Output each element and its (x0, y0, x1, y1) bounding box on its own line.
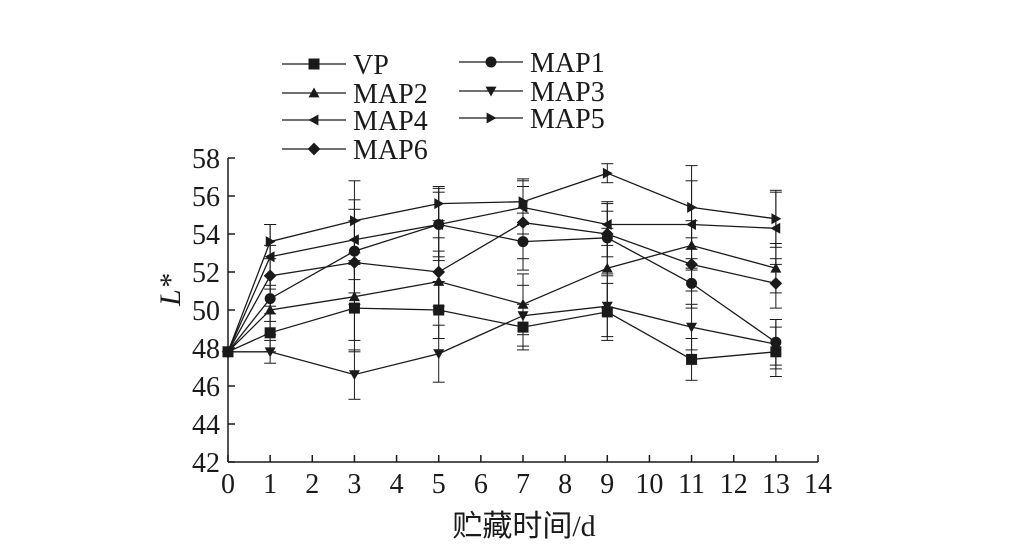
data-point-map1 (686, 277, 698, 289)
data-point-vp (517, 321, 529, 333)
data-point-map2 (686, 239, 698, 250)
series-line-map2 (227, 244, 777, 353)
legend-marker-map6 (307, 142, 321, 156)
series-line-map3 (228, 305, 776, 376)
legend-marker-map2 (308, 87, 320, 98)
data-point-vp (264, 327, 276, 339)
series-lines (227, 172, 777, 376)
legend-marker-vp (308, 58, 320, 70)
data-point-map4 (770, 222, 781, 234)
data-point-map5 (265, 236, 276, 248)
x-tick-label: 2 (305, 469, 319, 500)
y-tick-label: 46 (192, 372, 220, 403)
data-point-map3 (770, 339, 782, 350)
x-tick-label: 7 (516, 469, 530, 500)
y-tick-label: 50 (192, 296, 220, 327)
x-tick-label: 4 (390, 469, 404, 500)
data-point-vp (770, 346, 782, 358)
data-point-map5 (434, 198, 445, 210)
data-point-map6 (263, 269, 277, 283)
y-axis-label: L* (154, 274, 187, 307)
data-point-map2 (601, 262, 613, 273)
data-point-vp (686, 353, 698, 365)
x-tick-label: 5 (432, 469, 446, 500)
x-tick-label: 13 (762, 469, 790, 500)
data-point-map5 (687, 201, 698, 213)
legend-label-map3: MAP3 (530, 77, 605, 108)
data-point-map3 (601, 301, 613, 312)
data-point-map3 (433, 349, 445, 360)
data-point-map4 (348, 234, 359, 246)
data-point-map2 (433, 276, 445, 286)
legend-label-map6: MAP6 (353, 135, 428, 166)
data-point-map3 (517, 311, 529, 322)
series-line-vp (227, 307, 776, 361)
data-point-map6 (221, 345, 235, 359)
x-tick-label: 10 (635, 469, 663, 500)
data-point-map1 (517, 236, 529, 248)
y-tick-label: 54 (192, 220, 220, 251)
data-point-vp (348, 302, 360, 314)
data-point-map5 (350, 215, 360, 227)
data-point-map1 (264, 293, 276, 305)
y-tick-label: 44 (192, 410, 220, 441)
y-tick-label: 58 (192, 144, 220, 175)
data-point-map3 (686, 322, 698, 333)
data-point-map1 (348, 245, 360, 257)
data-point-map6 (600, 227, 614, 241)
legend-label-map5: MAP5 (530, 104, 605, 135)
data-point-map4 (686, 219, 696, 230)
data-point-map4 (601, 219, 612, 230)
x-tick-label: 6 (474, 469, 488, 500)
data-point-map5 (771, 213, 782, 225)
x-tick-label: 0 (221, 469, 235, 500)
x-tick-label: 11 (678, 469, 705, 500)
series-line-map6 (227, 221, 777, 353)
series-line-map5 (227, 172, 776, 353)
legend-marker-map5 (486, 112, 497, 124)
y-tick-label: 48 (192, 334, 220, 365)
data-point-vp (433, 304, 445, 316)
data-point-map5 (518, 196, 529, 208)
legend-marker-map1 (485, 56, 497, 68)
x-tick-label: 1 (263, 469, 277, 500)
data-point-map6 (685, 258, 698, 271)
legend-label-map4: MAP4 (353, 106, 428, 137)
data-point-vp (601, 306, 613, 318)
series-markers (221, 167, 783, 381)
legend-label-map2: MAP2 (353, 79, 428, 110)
data-point-map2 (517, 298, 529, 309)
data-point-map2 (264, 304, 276, 315)
series-line-map1 (227, 223, 777, 353)
data-point-map6 (769, 277, 783, 290)
data-point-map4 (264, 251, 275, 263)
data-point-map6 (516, 216, 530, 229)
data-point-map5 (602, 167, 613, 179)
data-point-map6 (432, 265, 446, 279)
data-point-map6 (348, 256, 361, 269)
data-point-map4 (433, 219, 444, 230)
legend-label-vp: VP (353, 50, 389, 81)
x-tick-label: 12 (720, 469, 748, 500)
y-tick-label: 56 (192, 182, 220, 213)
series-line-map4 (227, 206, 776, 353)
x-tick-label: 8 (558, 469, 572, 500)
x-axis-label: 贮藏时间/d (452, 510, 595, 543)
data-point-map4 (517, 201, 528, 213)
x-tick-label: 14 (804, 469, 832, 500)
legend-marker-map3 (485, 86, 497, 97)
data-point-map3 (264, 347, 276, 358)
chart-legend: VP MAP1 MAP2 MAP3 MAP4 MAP5 MAP6 (282, 48, 605, 166)
legend-label-map1: MAP1 (530, 48, 605, 79)
data-point-map2 (770, 262, 782, 273)
legend-marker-map4 (308, 114, 319, 126)
y-tick-label: 52 (192, 258, 220, 289)
data-point-map3 (348, 370, 360, 381)
y-tick-label: 42 (192, 448, 220, 479)
data-point-map2 (348, 291, 360, 302)
x-tick-label: 9 (600, 469, 614, 500)
x-tick-label: 3 (347, 469, 361, 500)
